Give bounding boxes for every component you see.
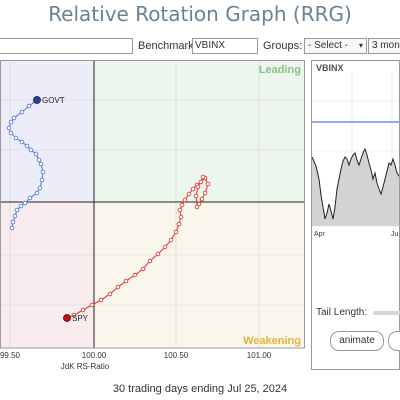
- tail-point: [8, 130, 14, 136]
- secondary-button[interactable]: [388, 331, 400, 351]
- tail-point: [34, 190, 40, 196]
- tail-point: [199, 196, 205, 202]
- tail-point: [178, 214, 184, 220]
- quadrant-weakening: [94, 202, 305, 348]
- tail-point: [132, 272, 138, 278]
- tail-length-label: Tail Length:: [316, 307, 368, 318]
- tail-point: [12, 213, 18, 219]
- tail-point: [89, 302, 95, 308]
- tail-point: [8, 119, 14, 125]
- tail-point: [18, 203, 24, 209]
- tail-point: [115, 284, 121, 290]
- plot-border: [0, 60, 305, 349]
- tail-point: [155, 251, 161, 257]
- tail-point: [179, 202, 185, 208]
- animate-button[interactable]: animate: [330, 331, 384, 351]
- tail-point: [28, 147, 34, 153]
- price-month-label: Apr: [314, 231, 326, 238]
- benchmark-label: Benchmark:: [138, 40, 197, 52]
- tail-point: [24, 143, 30, 149]
- tail-point: [162, 244, 168, 250]
- rrg-chart[interactable]: Leading Weakening GOVT SPY 99.50 100.00 …: [0, 60, 305, 371]
- tail-point: [123, 278, 129, 284]
- footer-caption: 30 trading days ending Jul 25, 2024: [112, 383, 288, 395]
- tail-point: [194, 204, 200, 210]
- tail-point: [33, 151, 39, 157]
- govt-label: GOVT: [42, 96, 65, 105]
- tail-point: [6, 125, 12, 131]
- tail-point: [140, 266, 146, 272]
- tail-point: [182, 197, 188, 203]
- tail-point: [198, 179, 204, 185]
- groups-select[interactable]: - Select - ▾: [304, 38, 367, 54]
- tail-point: [195, 184, 201, 190]
- tail-point: [205, 181, 211, 187]
- tail-point: [19, 139, 25, 145]
- groups-select-value: - Select -: [308, 40, 349, 51]
- tail-point: [147, 258, 153, 264]
- quadrant-label-weakening: Weakening: [243, 335, 301, 347]
- tail-point: [196, 201, 202, 207]
- symbols-input[interactable]: [0, 38, 133, 54]
- x-tick-label: 100.50: [164, 351, 189, 360]
- tail-point: [13, 135, 19, 141]
- tail-length-slider[interactable]: [373, 311, 400, 315]
- quadrant-lagging: [0, 202, 94, 348]
- tail-point: [11, 115, 17, 121]
- tail-point: [19, 109, 25, 115]
- benchmark-price-panel[interactable]: VBINX Apr Ju: [311, 60, 400, 370]
- quadrant-improving: [0, 60, 94, 202]
- x-tick-label: 101.00: [247, 351, 272, 360]
- tail-point: [177, 207, 183, 213]
- price-month-label: Ju: [391, 231, 399, 238]
- tail-point: [190, 186, 196, 192]
- spy-tail-points: [71, 174, 211, 318]
- tail-point: [202, 190, 208, 196]
- govt-head-marker: [33, 96, 41, 104]
- tail-point: [22, 200, 28, 206]
- tail-point: [27, 195, 33, 201]
- tail-point: [173, 229, 179, 235]
- govt-tail-points: [6, 103, 46, 231]
- tail-point: [80, 307, 86, 313]
- price-panel-symbol: VBINX: [316, 63, 344, 73]
- quadrant-leading: [94, 60, 305, 202]
- x-axis-label: JdK RS-Ratio: [61, 362, 110, 370]
- tail-point: [107, 291, 113, 297]
- tail-point: [168, 237, 174, 243]
- price-chart-svg: VBINX Apr Ju: [312, 63, 399, 238]
- tail-point: [10, 219, 16, 225]
- tail-point: [98, 297, 104, 303]
- x-tick-label: 99.50: [0, 351, 21, 360]
- toolbar: Benchmark: VBINX Groups: - Select - ▾ 3 …: [0, 36, 400, 56]
- tail-point: [186, 191, 192, 197]
- quadrant-label-leading: Leading: [259, 64, 301, 76]
- tail-point: [176, 221, 182, 227]
- tail-point: [39, 177, 45, 183]
- tail-point: [40, 169, 46, 175]
- chevron-down-icon: ▾: [358, 41, 363, 50]
- spy-head-marker: [63, 314, 71, 322]
- tail-point: [193, 193, 199, 199]
- x-tick-label: 100.00: [82, 351, 107, 360]
- rrg-svg: Leading Weakening GOVT SPY 99.50 100.00 …: [0, 60, 305, 371]
- grid-lines: [0, 60, 305, 348]
- spy-label: SPY: [72, 314, 89, 323]
- price-area: [312, 149, 399, 226]
- price-line: [312, 147, 399, 220]
- tail-point: [14, 207, 20, 213]
- groups-label: Groups:: [263, 40, 303, 52]
- tail-point: [9, 225, 15, 231]
- benchmark-input[interactable]: VBINX: [192, 38, 258, 54]
- tail-point: [38, 161, 44, 167]
- tail-point: [26, 103, 32, 109]
- tail-point: [37, 185, 43, 191]
- page-title: Relative Rotation Graph (RRG): [48, 2, 352, 26]
- tail-point: [36, 157, 42, 163]
- period-select[interactable]: 3 mon: [368, 38, 400, 54]
- tail-point: [71, 312, 77, 318]
- tail-point: [200, 174, 206, 180]
